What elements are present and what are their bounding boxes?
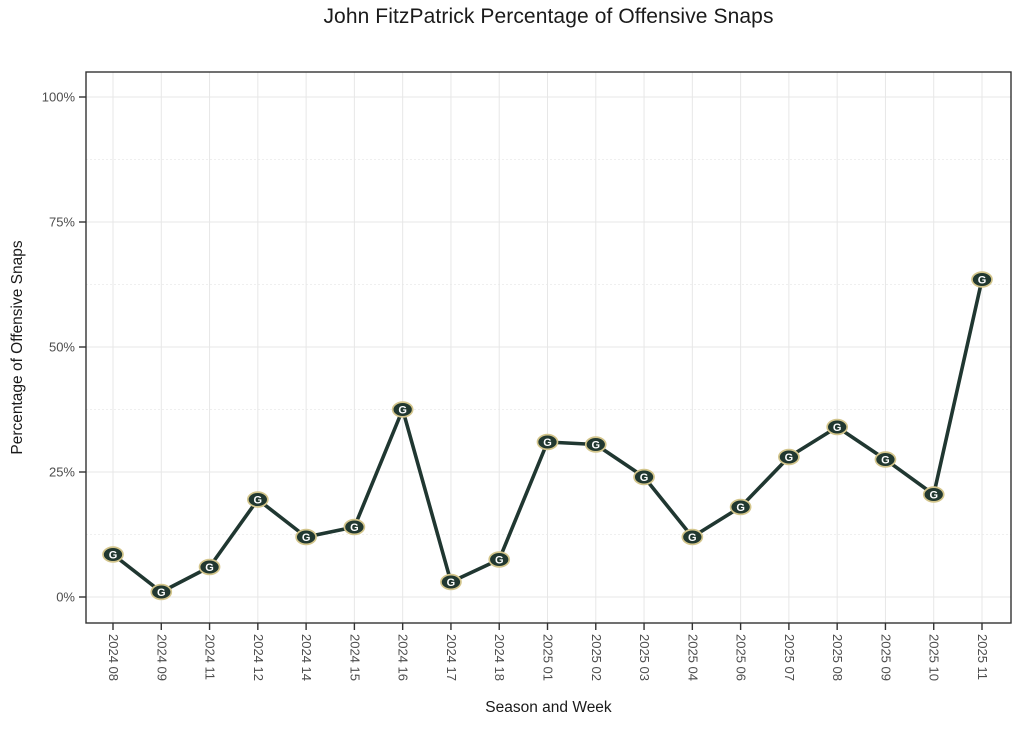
data-point-marker: G [343, 518, 366, 536]
packers-logo-icon [584, 436, 607, 453]
packers-logo-icon [971, 271, 993, 288]
packers-logo-letter: G [640, 472, 649, 484]
y-axis-tick-label: 100% [42, 90, 76, 105]
packers-logo-letter: G [495, 555, 504, 567]
x-axis-title: Season and Week [485, 699, 612, 716]
x-axis-tick-label: 2025 06 [734, 634, 749, 681]
data-point-marker: G [488, 551, 511, 568]
data-point-marker: G [536, 433, 559, 451]
packers-logo-icon [633, 468, 655, 486]
data-point-marker: G [826, 418, 849, 436]
packers-logo-letter: G [109, 550, 118, 562]
data-point-marker: G [971, 271, 993, 288]
packers-logo-icon [729, 498, 752, 516]
packers-logo-letter: G [591, 440, 600, 452]
packers-logo-icon [488, 551, 511, 568]
x-axis-tick-label: 2024 14 [299, 634, 314, 681]
packers-logo-icon [150, 583, 173, 601]
data-point-marker: G [102, 546, 124, 563]
data-point-marker: G [922, 486, 945, 503]
x-axis-tick-label: 2024 15 [347, 634, 362, 681]
data-point-marker: G [246, 491, 269, 508]
x-axis-tick-label: 2025 07 [782, 634, 797, 681]
x-axis-tick-label: 2024 11 [203, 634, 218, 680]
y-axis-tick-label: 25% [49, 465, 75, 480]
packers-logo-letter: G [543, 437, 552, 449]
x-axis-tick-label: 2025 03 [637, 634, 652, 681]
packers-logo-icon [874, 451, 897, 468]
data-point-marker: G [391, 401, 414, 418]
data-point-marker: G [681, 528, 704, 546]
packers-logo-icon [102, 546, 124, 563]
packers-logo-letter: G [350, 522, 359, 534]
x-axis-tick-label: 2024 09 [154, 634, 169, 681]
packers-logo-icon [681, 528, 704, 546]
data-point-marker: G [778, 448, 800, 466]
packers-logo-icon [922, 486, 945, 503]
data-point-marker: G [633, 468, 655, 486]
packers-logo-letter: G [978, 275, 987, 287]
x-axis-tick-label: 2024 17 [444, 634, 459, 681]
x-axis-tick-label: 2025 02 [589, 634, 604, 681]
y-axis-tick-label: 0% [56, 590, 75, 605]
packers-logo-letter: G [302, 532, 311, 544]
packers-logo-letter: G [688, 532, 697, 544]
packers-logo-letter: G [398, 405, 407, 417]
packers-logo-letter: G [736, 502, 745, 514]
packers-logo-letter: G [929, 490, 938, 502]
x-axis-tick-label: 2025 10 [927, 634, 942, 681]
x-axis-tick-label: 2025 04 [685, 634, 700, 681]
packers-logo-letter: G [833, 422, 842, 434]
packers-logo-letter: G [157, 587, 166, 599]
packers-logo-icon [246, 491, 269, 508]
data-point-marker: G [874, 451, 897, 468]
y-axis-title: Percentage of Offensive Snaps [9, 240, 26, 455]
x-axis-tick-label: 2024 12 [251, 634, 266, 681]
x-axis-tick-label: 2025 01 [541, 634, 556, 681]
data-point-marker: G [150, 583, 173, 601]
packers-logo-icon [826, 418, 849, 436]
packers-logo-icon [778, 448, 800, 466]
data-point-marker: G [584, 436, 607, 453]
data-point-marker: G [295, 528, 317, 546]
packers-logo-icon [198, 558, 221, 576]
x-axis-tick-label: 2025 11 [975, 634, 990, 680]
x-axis-tick-label: 2025 09 [878, 634, 893, 681]
y-axis-tick-label: 50% [49, 340, 75, 355]
packers-logo-icon [536, 433, 559, 451]
packers-logo-letter: G [785, 452, 794, 464]
packers-logo-icon [440, 573, 462, 591]
data-point-marker: G [729, 498, 752, 516]
data-point-marker: G [198, 558, 221, 576]
packers-logo-icon [343, 518, 366, 536]
x-axis-tick-label: 2025 08 [830, 634, 845, 681]
packers-logo-letter: G [254, 495, 263, 507]
x-axis-tick-label: 2024 16 [396, 634, 411, 681]
chart-title: John FitzPatrick Percentage of Offensive… [323, 5, 774, 28]
packers-logo-letter: G [447, 577, 456, 589]
data-point-marker: G [440, 573, 462, 591]
packers-logo-letter: G [205, 562, 214, 574]
y-axis-tick-label: 75% [49, 215, 75, 230]
x-axis-tick-label: 2024 08 [106, 634, 121, 681]
x-axis-tick-label: 2024 18 [492, 634, 507, 681]
packers-logo-icon [295, 528, 317, 546]
packers-logo-letter: G [881, 455, 890, 467]
packers-logo-icon [391, 401, 414, 418]
